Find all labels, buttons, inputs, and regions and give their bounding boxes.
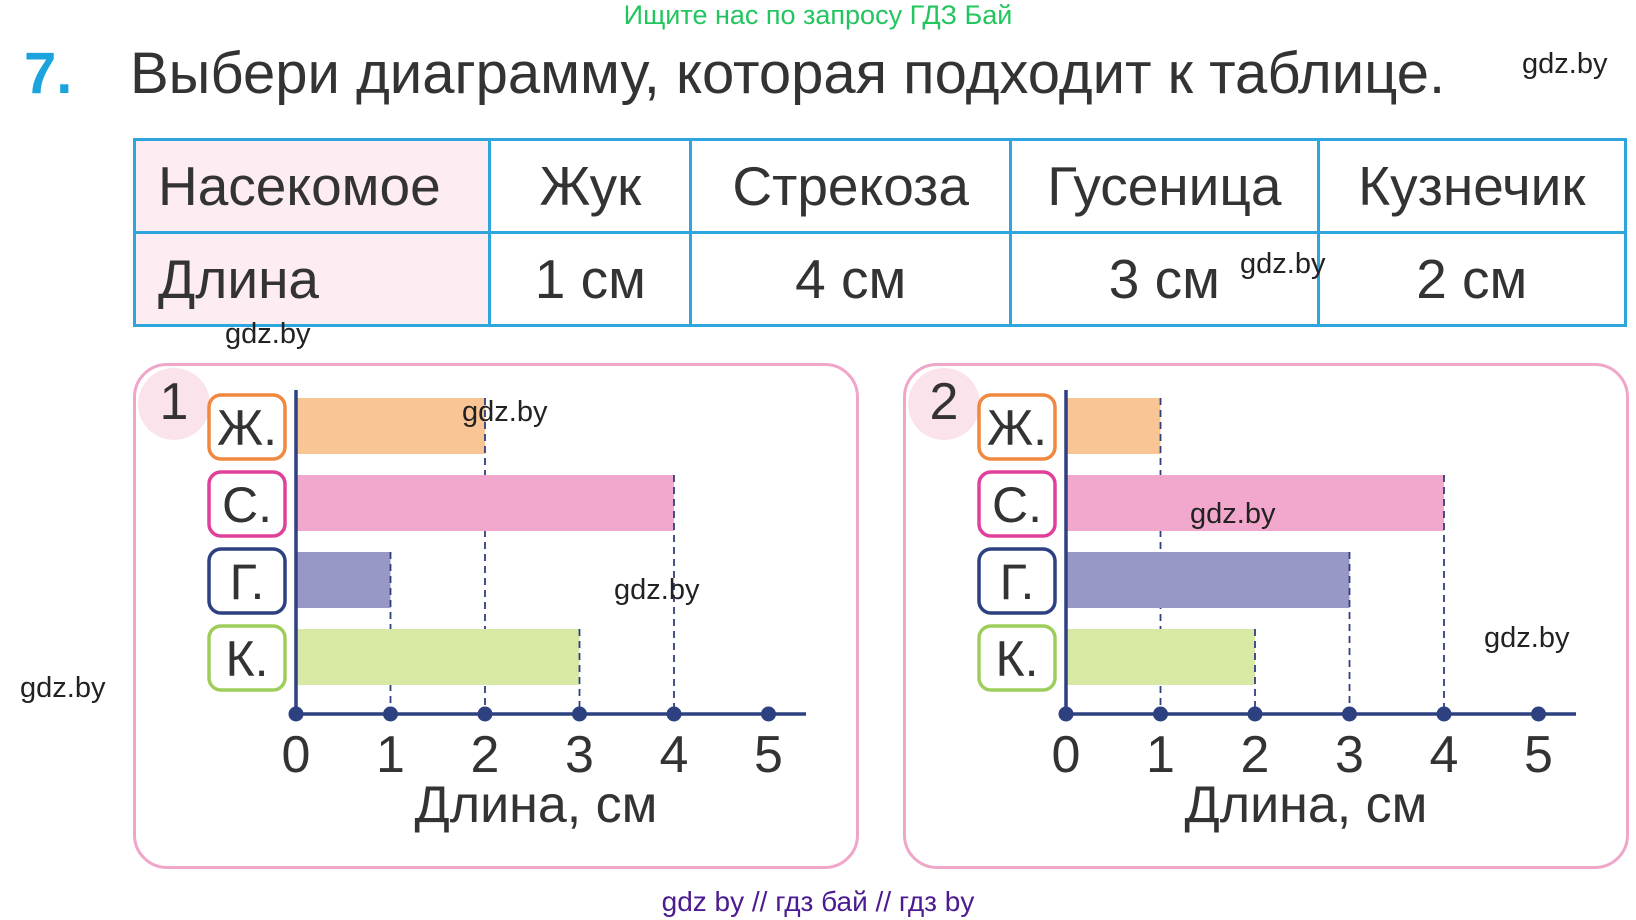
watermark: gdz.by (614, 574, 700, 606)
tick-label: 1 (1146, 726, 1175, 784)
table-row: Насекомое Жук Стрекоза Гусеница Кузнечик (132, 138, 1628, 234)
x-axis-label: Длина, см (1185, 776, 1428, 834)
tick-dot (1531, 706, 1546, 722)
category-label-box (207, 393, 287, 461)
table-row: Длина 1 см 4 см 3 см 2 см (132, 231, 1628, 327)
task-number: 7. (24, 41, 73, 106)
footer-text: gdz by // гдз бай // гдз by (661, 886, 975, 917)
tick-label: 3 (1335, 726, 1364, 784)
bar (1066, 552, 1350, 608)
tick-label: 5 (754, 726, 783, 784)
table-header-cell: Гусеница (1009, 138, 1320, 234)
category-label: Ж. (987, 400, 1047, 456)
watermark: gdz.by (20, 672, 106, 704)
tick-dot (1058, 706, 1074, 722)
tick-dot (383, 706, 398, 722)
watermark: gdz.by (225, 318, 311, 350)
category-label-box (977, 624, 1057, 692)
category-label: Ж. (217, 400, 277, 456)
tick-dot (1153, 706, 1168, 722)
tick-dot (288, 706, 304, 722)
bar (296, 398, 485, 454)
category-label: Г. (230, 554, 265, 610)
category-label: К. (225, 631, 268, 687)
table-header-cell: Насекомое (132, 138, 492, 234)
tick-dot (761, 706, 776, 722)
panel-number: 1 (138, 368, 210, 440)
bar (1066, 398, 1161, 454)
tick-label: 3 (565, 726, 594, 784)
panel-number: 2 (908, 368, 980, 440)
bar (296, 552, 391, 608)
watermark: gdz.by (1190, 498, 1276, 530)
chart-panel-2[interactable]: 2 Ж. С. Г. К. 0 1 2 3 4 5 Длина, см (903, 363, 1629, 869)
bar (296, 475, 674, 531)
watermark: gdz.by (1484, 622, 1570, 654)
tick-dot (666, 706, 682, 722)
bar-chart-2: Ж. С. Г. К.0 1 2 3 4 5 Длина, см (977, 390, 1576, 834)
category-label: Г. (1000, 554, 1035, 610)
table-cell: 2 см (1316, 231, 1628, 327)
category-label: С. (222, 477, 272, 533)
category-label-box (977, 393, 1057, 461)
bar-chart-1: Ж. С. Г. К.0 1 2 3 4 5 Длина, см (207, 390, 806, 834)
tick-dot (477, 706, 493, 722)
bar (1066, 475, 1444, 531)
category-label-box (207, 547, 287, 615)
tick-dot (1247, 706, 1263, 722)
bar (1066, 629, 1255, 685)
x-axis-label: Длина, см (415, 776, 658, 834)
tick-label: 2 (1241, 726, 1270, 784)
insect-length-table: Насекомое Жук Стрекоза Гусеница Кузнечик… (132, 138, 1628, 327)
bar (296, 629, 580, 685)
category-label: С. (992, 477, 1042, 533)
top-banner: Ищите нас по запросу ГДЗ Бай (623, 0, 1013, 30)
tick-dot (1436, 706, 1452, 722)
table-header-cell: Кузнечик (1316, 138, 1628, 234)
category-label-box (207, 624, 287, 692)
category-label-box (977, 547, 1057, 615)
tick-label: 2 (471, 726, 500, 784)
task-text: Выбери диаграмму, которая подходит к таб… (130, 41, 1446, 106)
tick-label: 1 (376, 726, 405, 784)
tick-label: 0 (1052, 726, 1081, 784)
tick-label: 4 (1430, 726, 1459, 784)
category-label-box (977, 470, 1057, 538)
tick-dot (572, 706, 587, 722)
tick-label: 5 (1524, 726, 1553, 784)
watermark: gdz.by (462, 396, 548, 428)
watermark: gdz.by (1240, 248, 1326, 280)
table-header-cell: Стрекоза (689, 138, 1013, 234)
category-label-box (207, 470, 287, 538)
tick-label: 4 (660, 726, 689, 784)
watermark: gdz.by (1522, 48, 1608, 80)
table-cell: 4 см (689, 231, 1013, 327)
chart-panel-1[interactable]: 1 Ж. С. Г. К. 0 1 2 3 4 5 Длина, см (133, 363, 859, 869)
tick-label: 0 (282, 726, 311, 784)
table-cell: 3 см (1009, 231, 1320, 327)
category-label: К. (995, 631, 1038, 687)
table-cell: 1 см (488, 231, 693, 327)
tick-dot (1342, 706, 1357, 722)
table-cell: Длина (132, 231, 492, 327)
table-header-cell: Жук (488, 138, 693, 234)
